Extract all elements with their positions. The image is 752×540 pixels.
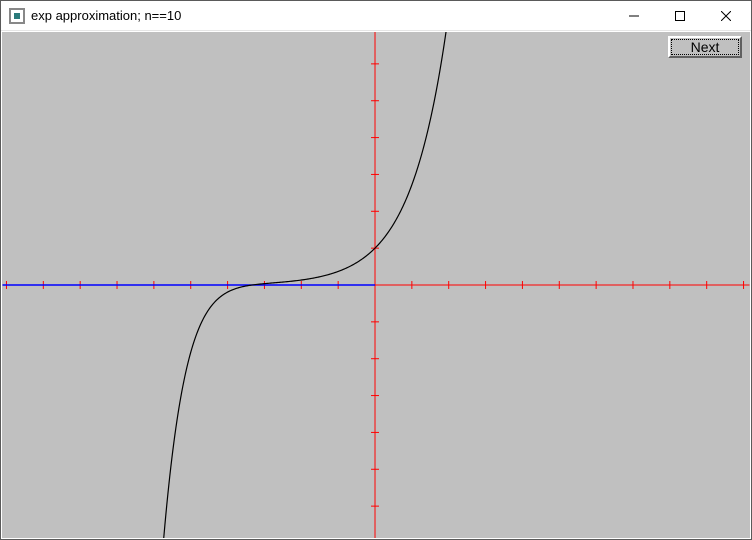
app-icon [9,8,25,24]
titlebar: exp approximation; n==10 [1,1,751,31]
plot-canvas: Next [2,32,750,538]
app-window: exp approximation; n==10 N [0,0,752,540]
next-button-label: Next [691,39,720,55]
window-title: exp approximation; n==10 [31,8,611,23]
minimize-button[interactable] [611,1,657,31]
maximize-icon [675,11,685,21]
window-controls [611,1,749,31]
close-button[interactable] [703,1,749,31]
maximize-button[interactable] [657,1,703,31]
next-button[interactable]: Next [668,36,742,58]
minimize-icon [629,11,639,21]
plot-svg [2,32,750,538]
close-icon [721,11,731,21]
